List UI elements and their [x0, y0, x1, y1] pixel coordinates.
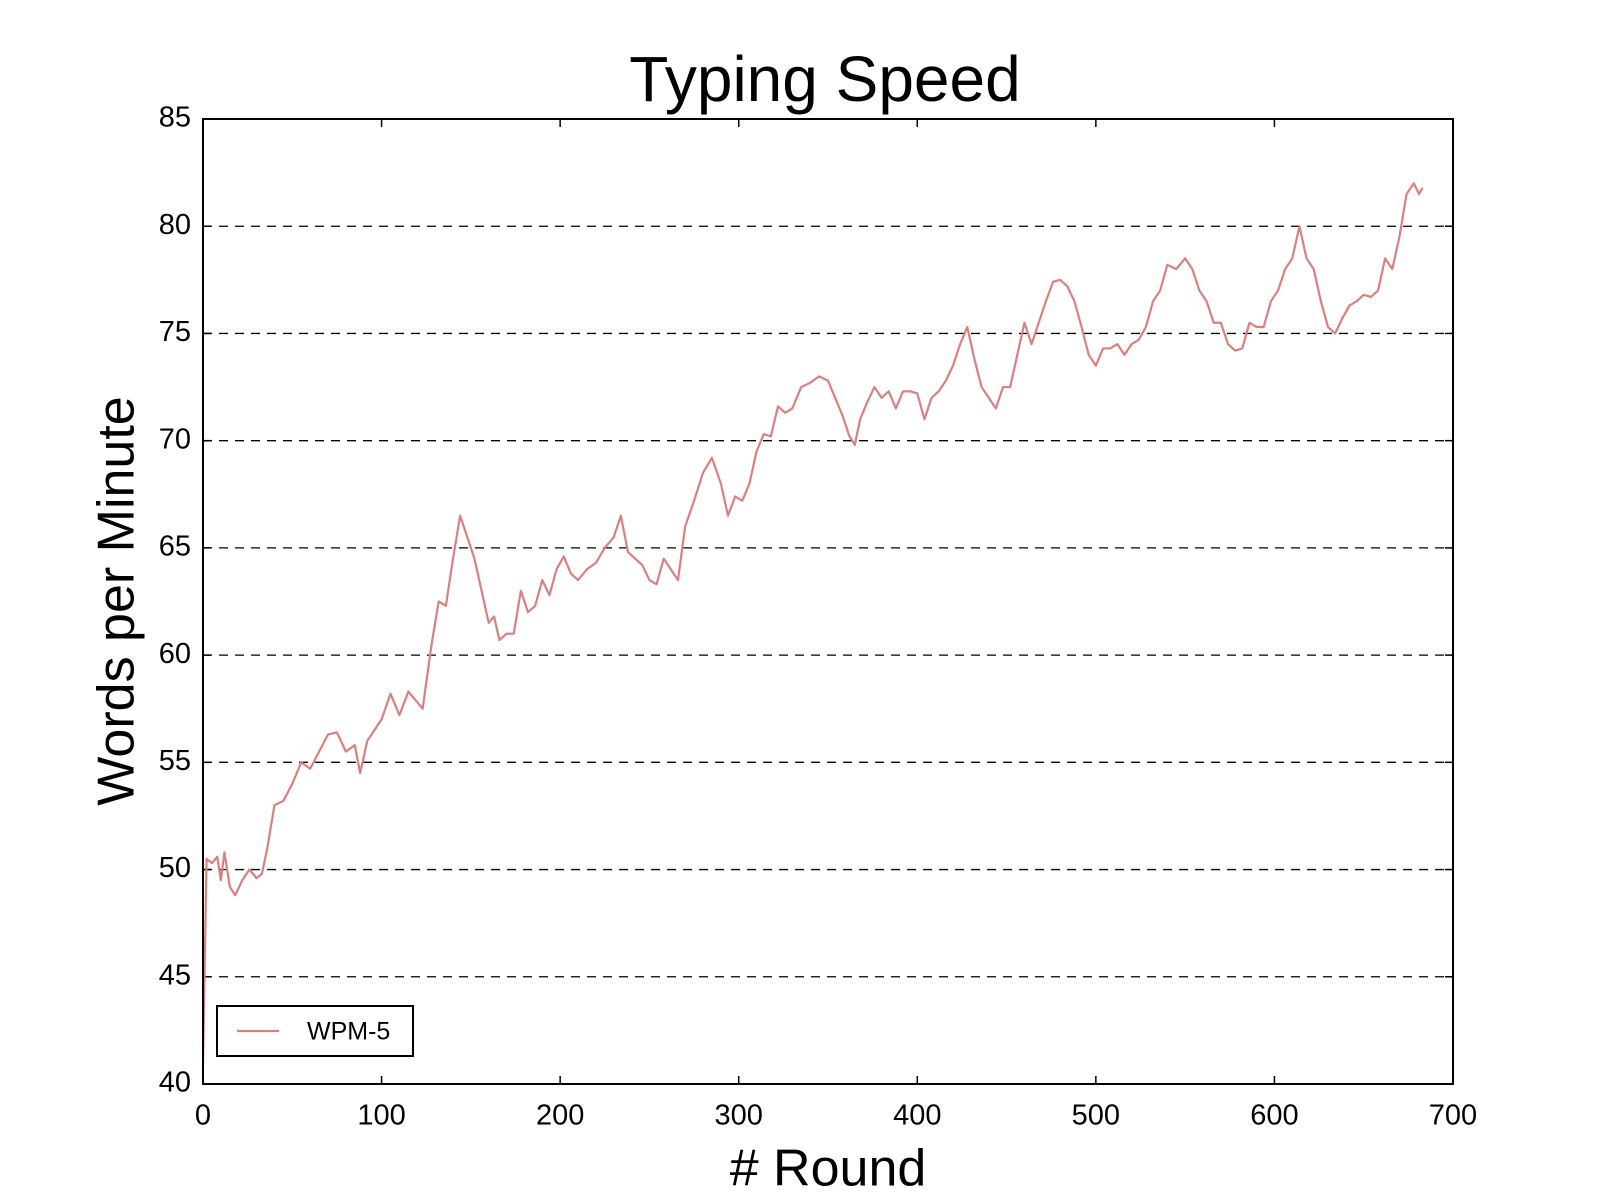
- x-tick-label: 0: [195, 1100, 211, 1132]
- y-tick-label: 50: [159, 852, 191, 884]
- x-tick-label: 200: [536, 1100, 584, 1132]
- frame: [202, 118, 1454, 1085]
- y-axis-label: Words per Minute: [88, 396, 146, 805]
- y-tick-label: 45: [159, 959, 191, 991]
- x-axis-label: # Round: [730, 1140, 927, 1198]
- x-tick-label: 400: [893, 1100, 941, 1132]
- chart-title: Typing Speed: [629, 43, 1020, 115]
- y-tick-label: 55: [159, 745, 191, 777]
- y-tick-label: 80: [159, 209, 191, 241]
- x-tick-label: 100: [357, 1100, 405, 1132]
- x-tick-label: 300: [715, 1100, 763, 1132]
- x-tick-label: 600: [1250, 1100, 1298, 1132]
- y-tick-label: 40: [159, 1067, 191, 1099]
- x-tick-label: 700: [1429, 1100, 1477, 1132]
- data-line: [201, 182, 1424, 1063]
- x-tick-label: 500: [1072, 1100, 1120, 1132]
- y-tick-label: 75: [159, 316, 191, 348]
- y-tick-label: 70: [159, 423, 191, 455]
- y-tick-label: 85: [159, 102, 191, 134]
- legend-label: WPM-5: [307, 1018, 390, 1046]
- y-tick-label: 65: [159, 531, 191, 563]
- y-tick-label: 60: [159, 638, 191, 670]
